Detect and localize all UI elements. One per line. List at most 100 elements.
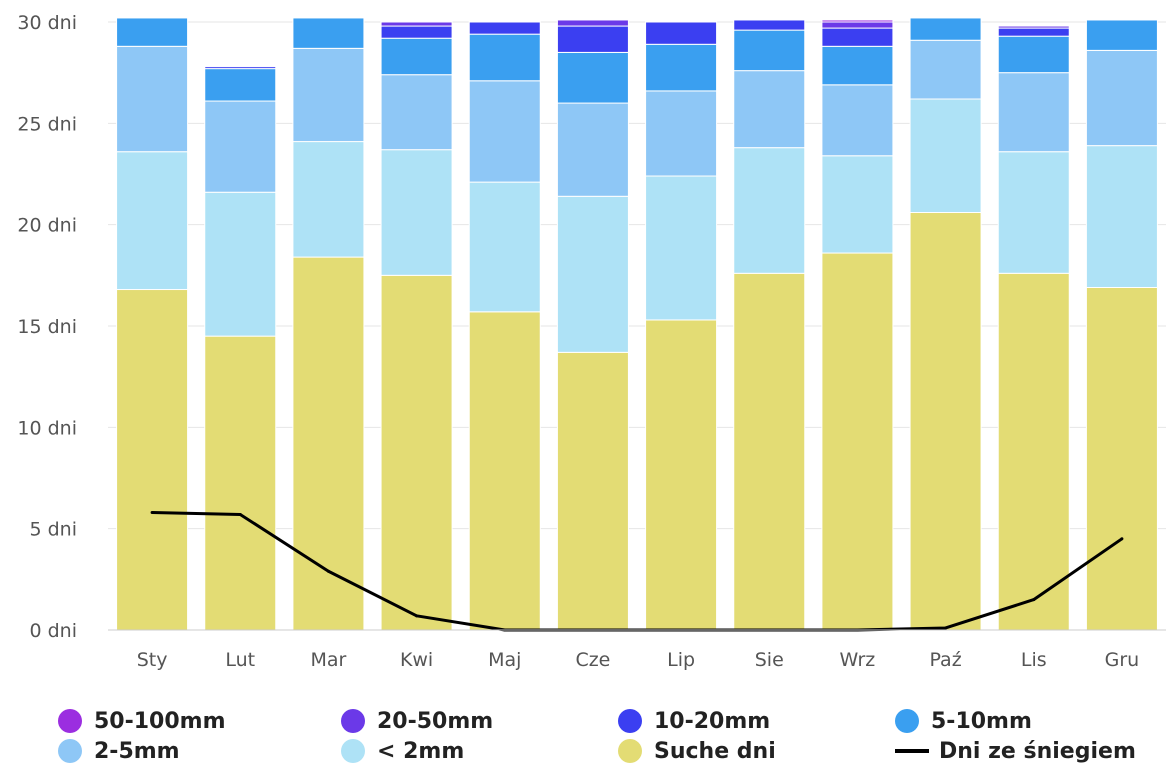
- legend-item-5-10mm[interactable]: 5-10mm: [895, 706, 1032, 736]
- bar-segment[interactable]: [821, 21, 894, 29]
- legend-dot-icon: [895, 709, 919, 733]
- snow-days-point: [150, 510, 154, 514]
- legend-item-10-20mm[interactable]: 10-20mm: [618, 706, 770, 736]
- bar-segment[interactable]: [292, 256, 365, 631]
- bar-segment[interactable]: [468, 80, 541, 183]
- bar-segment[interactable]: [556, 25, 629, 53]
- y-tick-label: 30 dni: [17, 12, 77, 34]
- bar-segment[interactable]: [821, 155, 894, 254]
- snow-days-point: [238, 512, 242, 516]
- bar-segment[interactable]: [821, 45, 894, 86]
- bar-segment[interactable]: [997, 25, 1070, 29]
- snow-days-point: [1120, 537, 1124, 541]
- bar-segment[interactable]: [909, 39, 982, 100]
- legend-item-under-2mm[interactable]: < 2mm: [341, 736, 464, 766]
- bar-segment[interactable]: [556, 351, 629, 631]
- bar-segment[interactable]: [821, 19, 894, 23]
- bar-segment[interactable]: [645, 43, 718, 92]
- bar-stack-9: [909, 17, 982, 631]
- grid-lines: [108, 21, 1166, 631]
- legend-dot-icon: [618, 739, 642, 763]
- legend-label: 10-20mm: [654, 708, 771, 734]
- x-tick-label: Wrz: [840, 649, 876, 671]
- bar-stack-3: [380, 20, 453, 631]
- bar-segment[interactable]: [645, 90, 718, 177]
- bar-stack-1: [204, 65, 277, 631]
- bar-segment[interactable]: [1085, 286, 1158, 631]
- bar-segment[interactable]: [204, 65, 277, 68]
- bar-stack-11: [1085, 19, 1158, 631]
- legend-dot-icon: [618, 709, 642, 733]
- bar-segment[interactable]: [645, 319, 718, 631]
- y-axis: 0 dni 5 dni 10 dni 15 dni 20 dni 25 dni 30 dni: [17, 12, 77, 642]
- bar-segment[interactable]: [733, 29, 806, 72]
- legend-item-snow-days[interactable]: Dni ze śniegiem: [895, 736, 1136, 766]
- snow-days-point: [326, 569, 330, 573]
- bar-stack-5: [556, 19, 629, 631]
- legend-item-2-5mm[interactable]: 2-5mm: [58, 736, 180, 766]
- legend-item-dry-days[interactable]: Suche dni: [618, 736, 776, 766]
- x-tick-label: Gru: [1105, 649, 1140, 671]
- legend-label: 5-10mm: [931, 708, 1032, 734]
- bar-segment[interactable]: [997, 151, 1070, 274]
- legend-label: Dni ze śniegiem: [939, 738, 1136, 764]
- y-tick-label: 25 dni: [17, 113, 77, 135]
- bar-segment[interactable]: [468, 21, 541, 35]
- bar-segment[interactable]: [380, 21, 453, 27]
- y-tick-label: 20 dni: [17, 215, 77, 237]
- bar-segment[interactable]: [821, 252, 894, 631]
- bar-segment[interactable]: [204, 68, 277, 102]
- legend-label: < 2mm: [377, 738, 465, 764]
- bar-segment[interactable]: [997, 35, 1070, 74]
- bar-segment[interactable]: [645, 175, 718, 321]
- bar-segment[interactable]: [645, 21, 718, 45]
- bar-segment[interactable]: [116, 45, 189, 153]
- bar-segment[interactable]: [292, 141, 365, 258]
- bar-stack-0: [116, 17, 189, 631]
- bar-segment[interactable]: [468, 311, 541, 631]
- x-tick-label: Lut: [225, 649, 255, 671]
- bar-segment[interactable]: [997, 272, 1070, 631]
- bar-segment[interactable]: [733, 272, 806, 631]
- bar-segment[interactable]: [116, 289, 189, 631]
- bar-segment[interactable]: [468, 181, 541, 313]
- bar-segment[interactable]: [909, 98, 982, 214]
- bar-segment[interactable]: [909, 17, 982, 41]
- legend-item-20-50mm[interactable]: 20-50mm: [341, 706, 493, 736]
- bar-segment[interactable]: [380, 74, 453, 151]
- bar-segment[interactable]: [556, 19, 629, 27]
- bar-segment[interactable]: [1085, 145, 1158, 288]
- bar-segment[interactable]: [380, 37, 453, 76]
- bar-segment[interactable]: [204, 100, 277, 193]
- bar-segment[interactable]: [292, 17, 365, 49]
- bar-segment[interactable]: [380, 149, 453, 276]
- bar-segment[interactable]: [556, 195, 629, 353]
- bar-segment[interactable]: [556, 102, 629, 197]
- bar-segment[interactable]: [821, 27, 894, 47]
- bar-segment[interactable]: [733, 147, 806, 274]
- bar-segment[interactable]: [733, 19, 806, 31]
- bar-segment[interactable]: [821, 84, 894, 157]
- bar-segment[interactable]: [380, 20, 453, 23]
- bar-segment[interactable]: [116, 17, 189, 47]
- bar-segment[interactable]: [380, 274, 453, 631]
- bar-stack-2: [292, 17, 365, 631]
- bar-segment[interactable]: [292, 47, 365, 143]
- bar-segment[interactable]: [380, 25, 453, 39]
- bar-segment[interactable]: [204, 335, 277, 631]
- legend-item-50-100mm[interactable]: 50-100mm: [58, 706, 226, 736]
- bar-segment[interactable]: [1085, 19, 1158, 51]
- bar-segment[interactable]: [733, 70, 806, 149]
- bar-segment[interactable]: [468, 33, 541, 82]
- legend-dot-icon: [341, 739, 365, 763]
- bar-segment[interactable]: [204, 191, 277, 337]
- snow-days-point: [944, 626, 948, 630]
- bar-segment[interactable]: [997, 72, 1070, 153]
- bar-segment[interactable]: [909, 212, 982, 631]
- x-tick-label: Kwi: [400, 649, 433, 671]
- legend-dot-icon: [58, 709, 82, 733]
- bar-segment[interactable]: [997, 27, 1070, 37]
- bar-segment[interactable]: [1085, 49, 1158, 147]
- bar-segment[interactable]: [116, 151, 189, 291]
- bar-segment[interactable]: [556, 51, 629, 104]
